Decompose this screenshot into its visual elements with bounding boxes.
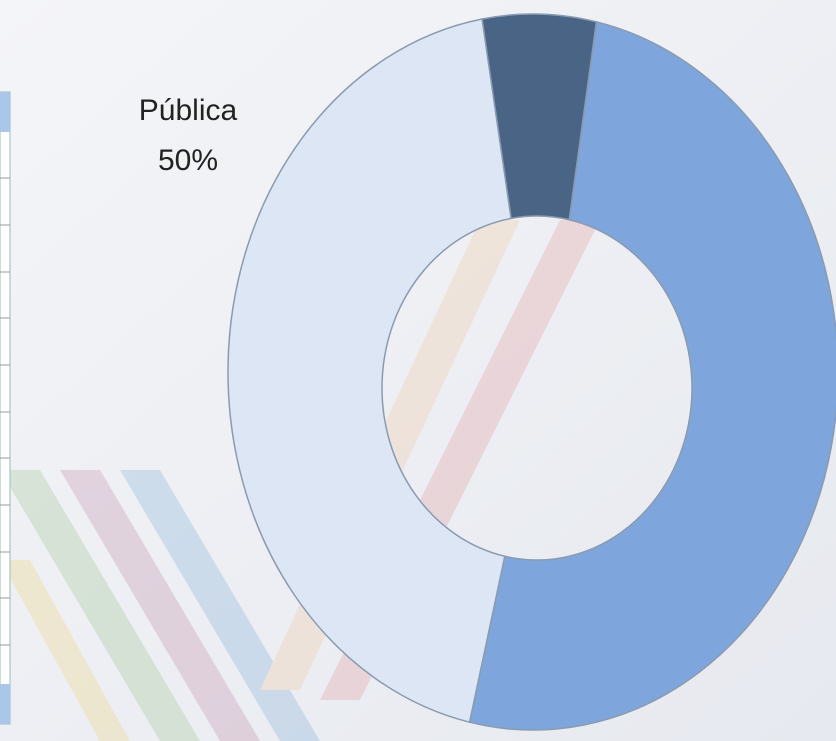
donut	[227, 13, 836, 731]
slice-label: Pública	[139, 94, 238, 127]
table-edge	[0, 91, 11, 725]
slice-value-label: 50%	[158, 144, 218, 177]
donut-slice	[468, 20, 836, 731]
donut-slice	[227, 18, 512, 724]
donut-slice	[481, 13, 598, 221]
